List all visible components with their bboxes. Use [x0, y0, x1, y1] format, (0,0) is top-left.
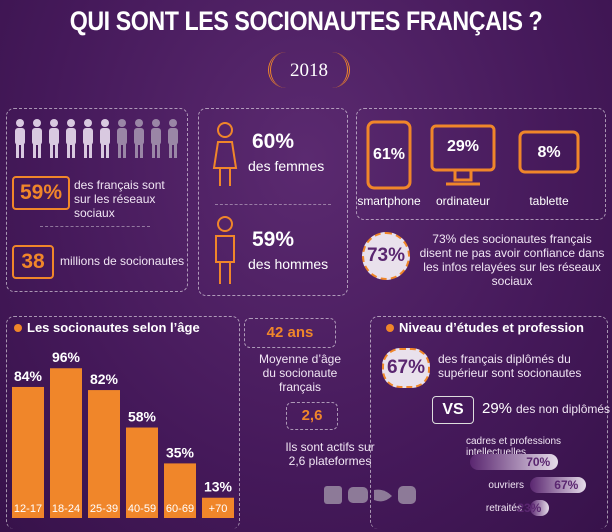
- year: 2018: [290, 60, 328, 81]
- non-graduates: 29%: [482, 400, 513, 417]
- reach-count: 38: [12, 245, 54, 279]
- device-label: ordinateur: [435, 194, 491, 208]
- gender-icons: [212, 122, 238, 284]
- bar-label: 13%: [204, 479, 233, 495]
- category-label: +70: [209, 503, 228, 515]
- profession-bar: [530, 500, 550, 516]
- bar-label: 35%: [166, 444, 195, 460]
- profession-value: 70%: [526, 455, 551, 469]
- education-panel: [370, 316, 608, 529]
- bar: [12, 386, 44, 518]
- profession-bar: [530, 477, 587, 493]
- non-graduates-text: des non diplômés: [516, 402, 611, 416]
- education-title-row: Niveau d’études et profession: [386, 320, 584, 335]
- age-panel: [6, 316, 240, 529]
- device-value: 29%: [446, 138, 480, 155]
- graduates-text: des français diplômés du supérieur sont …: [438, 352, 582, 380]
- category-label: 25-39: [90, 503, 118, 515]
- bar: [88, 390, 120, 518]
- average-age-text: Moyenne d’âge du socionaute français: [258, 352, 342, 394]
- men-text: des hommes: [248, 256, 329, 272]
- reach-share-text: des français sont sur les réseaux sociau…: [74, 178, 165, 220]
- bar: [126, 427, 158, 518]
- category-label: 18-24: [52, 503, 80, 515]
- age-title: Les socionautes selon l’âge: [27, 320, 200, 335]
- profession-label: retraités: [485, 503, 522, 514]
- reach-share: 59%: [12, 176, 70, 210]
- women-share: 60%: [252, 130, 295, 153]
- divider: [215, 204, 331, 205]
- profession-label: ouvriers: [488, 480, 524, 491]
- age-chart: 84% 12-17 96% 18-24 82% 25-39 58% 40-59 35% 60-69…: [12, 349, 234, 518]
- men-share: 59%: [252, 228, 295, 251]
- people-icons: [15, 119, 178, 158]
- profession-value: 67%: [554, 478, 579, 492]
- title: QUI SONT LES SOCIONAUTES FRANÇAIS ?: [69, 6, 543, 36]
- platforms: 2,6: [286, 402, 338, 430]
- people: [15, 119, 110, 158]
- bar-label: 84%: [14, 368, 43, 384]
- profession-value: 23%: [517, 501, 542, 515]
- reach-count-text: millions de socionautes: [60, 254, 185, 268]
- profession-label: cadres et professions intellectuelles: [466, 436, 562, 458]
- bar: [164, 463, 196, 518]
- bar: [202, 497, 234, 518]
- profession-bar: [470, 454, 559, 470]
- bar-label: 96%: [52, 349, 81, 365]
- bar-label: 58%: [128, 409, 157, 425]
- device-label: smartphone: [357, 194, 421, 208]
- device-label: tablette: [529, 194, 569, 208]
- women-text: des femmes: [248, 158, 325, 174]
- trust-text: 73% des socionautes français disent ne p…: [419, 232, 605, 288]
- gender-panel: [198, 108, 348, 296]
- device-value: 61%: [372, 146, 406, 163]
- device-value: 8%: [537, 144, 561, 161]
- category-label: 60-69: [166, 503, 194, 515]
- vs: VS: [432, 396, 474, 424]
- social-icons: [324, 486, 416, 504]
- device-icons: [366, 120, 580, 190]
- category-label: 12-17: [14, 503, 42, 515]
- trust-value: 73%: [362, 232, 410, 280]
- divider: [40, 226, 150, 227]
- education-title: Niveau d’études et profession: [399, 320, 584, 335]
- bar: [50, 368, 82, 518]
- year-frame: [268, 52, 350, 88]
- graduates: 67%: [382, 348, 430, 388]
- category-label: 40-59: [128, 503, 156, 515]
- reach-panel: [6, 108, 188, 292]
- platforms-text: Ils sont actifs sur 2,6 plateformes: [285, 440, 375, 468]
- age-title-row: Les socionautes selon l’âge: [14, 320, 200, 335]
- bar-label: 82%: [90, 371, 119, 387]
- average-age: 42 ans: [244, 318, 336, 348]
- devices-panel: [356, 108, 606, 220]
